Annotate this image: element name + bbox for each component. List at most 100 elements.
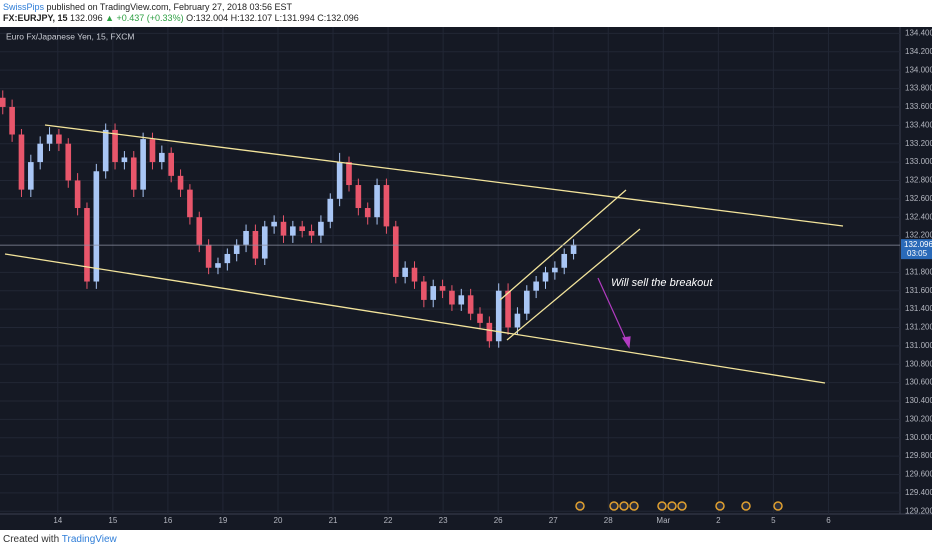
candle-body bbox=[336, 162, 343, 199]
last-price-label: 132.096 bbox=[904, 240, 932, 249]
candle-body bbox=[514, 313, 521, 328]
candle-body bbox=[308, 230, 315, 236]
candle-body bbox=[140, 139, 146, 190]
quote-line: FX:EURJPY, 15 132.096 ▲ +0.437 (+0.33%) … bbox=[3, 13, 359, 24]
candle-body bbox=[299, 226, 306, 231]
y-tick-label: 132.600 bbox=[905, 194, 932, 203]
y-tick-label: 129.800 bbox=[905, 451, 932, 460]
candle-body bbox=[449, 290, 455, 305]
candle-body bbox=[243, 230, 249, 245]
candle-body bbox=[224, 253, 231, 264]
y-tick-label: 131.800 bbox=[905, 267, 932, 276]
countdown: 03:05 bbox=[907, 249, 928, 258]
candle-body bbox=[196, 217, 203, 245]
event-icon[interactable] bbox=[657, 501, 667, 511]
candle-body bbox=[402, 267, 408, 277]
y-tick-label: 130.200 bbox=[905, 414, 932, 423]
candle-body bbox=[56, 134, 62, 144]
candle-body bbox=[392, 226, 399, 277]
candle-body bbox=[112, 129, 118, 163]
candle-body bbox=[523, 290, 530, 314]
x-tick-label: 14 bbox=[53, 516, 62, 525]
candle-body bbox=[65, 143, 72, 181]
footer-text: Created with bbox=[3, 534, 60, 545]
price: 132.096 bbox=[70, 13, 103, 23]
candles bbox=[0, 90, 577, 348]
candle-body bbox=[130, 157, 137, 190]
candle-body bbox=[327, 198, 334, 222]
chart-bg bbox=[0, 27, 932, 530]
candle-body bbox=[46, 134, 53, 144]
candle-body bbox=[439, 286, 446, 291]
candle-body bbox=[102, 129, 109, 172]
footer-brand[interactable]: TradingView bbox=[61, 534, 117, 545]
footer: Created with TradingView bbox=[3, 534, 117, 545]
y-tick-label: 133.200 bbox=[905, 139, 932, 148]
y-tick-label: 131.000 bbox=[905, 341, 932, 350]
candle-body bbox=[252, 230, 259, 259]
candle-body bbox=[411, 267, 418, 282]
y-tick-label: 133.600 bbox=[905, 102, 932, 111]
candle-body bbox=[215, 263, 221, 268]
candle-body bbox=[93, 171, 100, 282]
x-tick-label: 19 bbox=[218, 516, 227, 525]
x-tick-label: Mar bbox=[656, 516, 670, 525]
candle-body bbox=[271, 221, 277, 227]
candle-body bbox=[177, 175, 184, 190]
y-tick-label: 132.400 bbox=[905, 212, 932, 221]
event-icon[interactable] bbox=[677, 501, 687, 511]
candle-body bbox=[37, 143, 43, 163]
chart: Will sell the breakout Euro Fx/Japanese … bbox=[0, 27, 932, 530]
candle-body bbox=[84, 208, 90, 282]
x-tick-label: 28 bbox=[604, 516, 613, 525]
grid bbox=[0, 27, 900, 514]
y-tick-label: 132.200 bbox=[905, 231, 932, 240]
y-tick-label: 129.200 bbox=[905, 506, 932, 515]
y-tick-label: 129.600 bbox=[905, 470, 932, 479]
x-tick-label: 23 bbox=[439, 516, 448, 525]
candle-body bbox=[0, 97, 6, 107]
candle-body bbox=[495, 290, 502, 342]
candle-body bbox=[9, 106, 15, 135]
candle-body bbox=[364, 208, 371, 218]
event-icon[interactable] bbox=[715, 501, 725, 511]
event-icon[interactable] bbox=[773, 501, 783, 511]
candle-body bbox=[552, 267, 558, 273]
event-icon[interactable] bbox=[629, 501, 639, 511]
candle-body bbox=[318, 221, 324, 236]
event-icon[interactable] bbox=[667, 501, 677, 511]
ohlc: O:132.004 H:132.107 L:131.994 C:132.096 bbox=[186, 13, 359, 23]
event-icon[interactable] bbox=[741, 501, 751, 511]
chart-label: Euro Fx/Japanese Yen, 15, FXCM bbox=[6, 31, 135, 41]
candle-body bbox=[355, 185, 362, 209]
candle-body bbox=[542, 272, 549, 282]
author[interactable]: SwissPips bbox=[3, 2, 45, 12]
candle-body bbox=[458, 295, 465, 305]
y-tick-label: 133.400 bbox=[905, 120, 932, 129]
candle-body bbox=[74, 180, 81, 209]
candle-body bbox=[421, 281, 427, 300]
y-tick-label: 130.000 bbox=[905, 433, 932, 442]
trend-line bbox=[4, 253, 826, 384]
event-icon[interactable] bbox=[609, 501, 619, 511]
x-tick-label: 15 bbox=[108, 516, 117, 525]
y-tick-label: 133.000 bbox=[905, 157, 932, 166]
x-tick-label: 16 bbox=[163, 516, 172, 525]
y-tick-label: 131.200 bbox=[905, 323, 932, 332]
x-tick-label: 6 bbox=[826, 516, 831, 525]
y-tick-label: 134.200 bbox=[905, 47, 932, 56]
publish-info: published on TradingView.com, February 2… bbox=[46, 2, 293, 12]
candle-body bbox=[430, 286, 437, 300]
x-tick-label: 26 bbox=[494, 516, 503, 525]
candle-body bbox=[533, 281, 539, 291]
candle-body bbox=[486, 322, 493, 342]
x-tick-label: 5 bbox=[771, 516, 776, 525]
event-icon[interactable] bbox=[619, 501, 629, 511]
y-tick-label: 133.800 bbox=[905, 84, 932, 93]
event-icon[interactable] bbox=[575, 501, 585, 511]
candle-body bbox=[18, 134, 25, 190]
events[interactable] bbox=[575, 501, 783, 511]
candle-body bbox=[346, 162, 352, 186]
x-tick-label: 22 bbox=[384, 516, 393, 525]
candle-body bbox=[477, 313, 483, 323]
